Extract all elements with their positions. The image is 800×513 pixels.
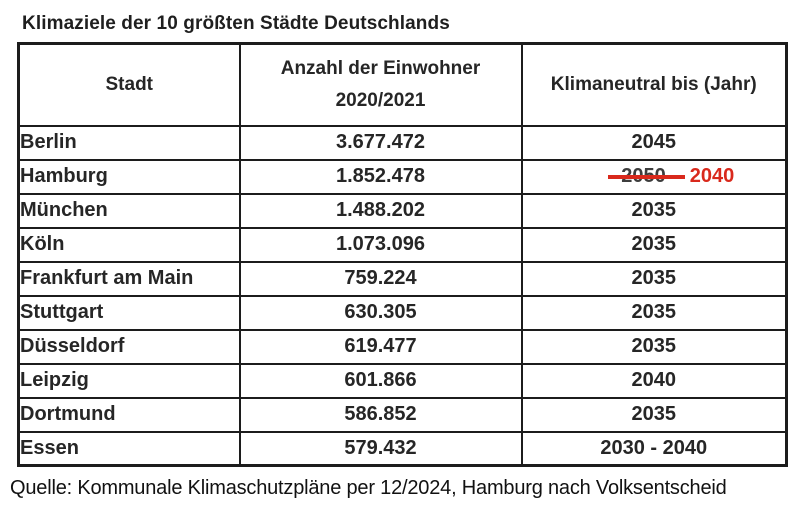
- header-population-line2: 2020/2021: [335, 89, 426, 111]
- population-cell: 619.477: [238, 328, 523, 365]
- population-cell: 630.305: [238, 294, 523, 331]
- struck-year: 2050: [608, 165, 685, 187]
- population-cell: 601.866: [238, 362, 523, 399]
- header-population-line1: Anzahl der Einwohner: [280, 58, 481, 80]
- table-row: Leipzig 601.866 2040: [17, 362, 788, 399]
- table-row: Düsseldorf 619.477 2035: [17, 328, 788, 365]
- population-cell: 586.852: [238, 396, 523, 433]
- city-cell: Berlin: [17, 124, 241, 161]
- table-row: Dortmund 586.852 2035: [17, 396, 788, 433]
- header-row: Stadt Anzahl der Einwohner 2020/2021 Kli…: [17, 42, 788, 127]
- page-title: Klimaziele der 10 größten Städte Deutsch…: [22, 13, 450, 34]
- target-correction: 2050 2040: [608, 165, 735, 188]
- target-cell: 2035: [520, 260, 788, 297]
- population-cell: 759.224: [238, 260, 523, 297]
- population-cell: 1.073.096: [238, 226, 523, 263]
- city-cell: Essen: [17, 430, 241, 467]
- header-city-label: Stadt: [105, 74, 154, 96]
- population-cell: 3.677.472: [238, 124, 523, 161]
- city-cell: Köln: [17, 226, 241, 263]
- table-row: Stuttgart 630.305 2035: [17, 294, 788, 331]
- city-cell: Stuttgart: [17, 294, 241, 331]
- target-cell: 2030 - 2040: [520, 430, 788, 467]
- table-header: Stadt Anzahl der Einwohner 2020/2021 Kli…: [17, 42, 788, 127]
- city-cell: Hamburg: [17, 158, 241, 195]
- header-population: Anzahl der Einwohner 2020/2021: [238, 42, 523, 127]
- table-row: Berlin 3.677.472 2045: [17, 124, 788, 161]
- population-cell: 1.852.478: [238, 158, 523, 195]
- city-cell: München: [17, 192, 241, 229]
- target-cell: 2045: [520, 124, 788, 161]
- table-row: München 1.488.202 2035: [17, 192, 788, 229]
- target-cell: 2035: [520, 294, 788, 331]
- header-city: Stadt: [17, 42, 241, 127]
- target-cell: 2040: [520, 362, 788, 399]
- city-cell: Düsseldorf: [17, 328, 241, 365]
- target-cell: 2050 2040: [520, 158, 788, 195]
- city-cell: Leipzig: [17, 362, 241, 399]
- population-cell: 579.432: [238, 430, 523, 467]
- source-note: Quelle: Kommunale Klimaschutzpläne per 1…: [10, 477, 727, 499]
- city-cell: Frankfurt am Main: [17, 260, 241, 297]
- target-cell: 2035: [520, 396, 788, 433]
- header-target: Klimaneutral bis (Jahr): [520, 42, 788, 127]
- page: Klimaziele der 10 größten Städte Deutsch…: [0, 13, 800, 513]
- population-cell: 1.488.202: [238, 192, 523, 229]
- table-row: Hamburg 1.852.478 2050 2040: [17, 158, 788, 195]
- target-cell: 2035: [520, 226, 788, 263]
- target-cell: 2035: [520, 192, 788, 229]
- table-body: Berlin 3.677.472 2045 Hamburg 1.852.478 …: [17, 124, 788, 467]
- target-cell: 2035: [520, 328, 788, 365]
- climate-goals-table: Stadt Anzahl der Einwohner 2020/2021 Kli…: [17, 42, 788, 467]
- header-target-label: Klimaneutral bis (Jahr): [550, 74, 757, 96]
- table-row: Köln 1.073.096 2035: [17, 226, 788, 263]
- table-row: Frankfurt am Main 759.224 2035: [17, 260, 788, 297]
- table-row: Essen 579.432 2030 - 2040: [17, 430, 788, 467]
- revised-year: 2040: [689, 165, 735, 187]
- city-cell: Dortmund: [17, 396, 241, 433]
